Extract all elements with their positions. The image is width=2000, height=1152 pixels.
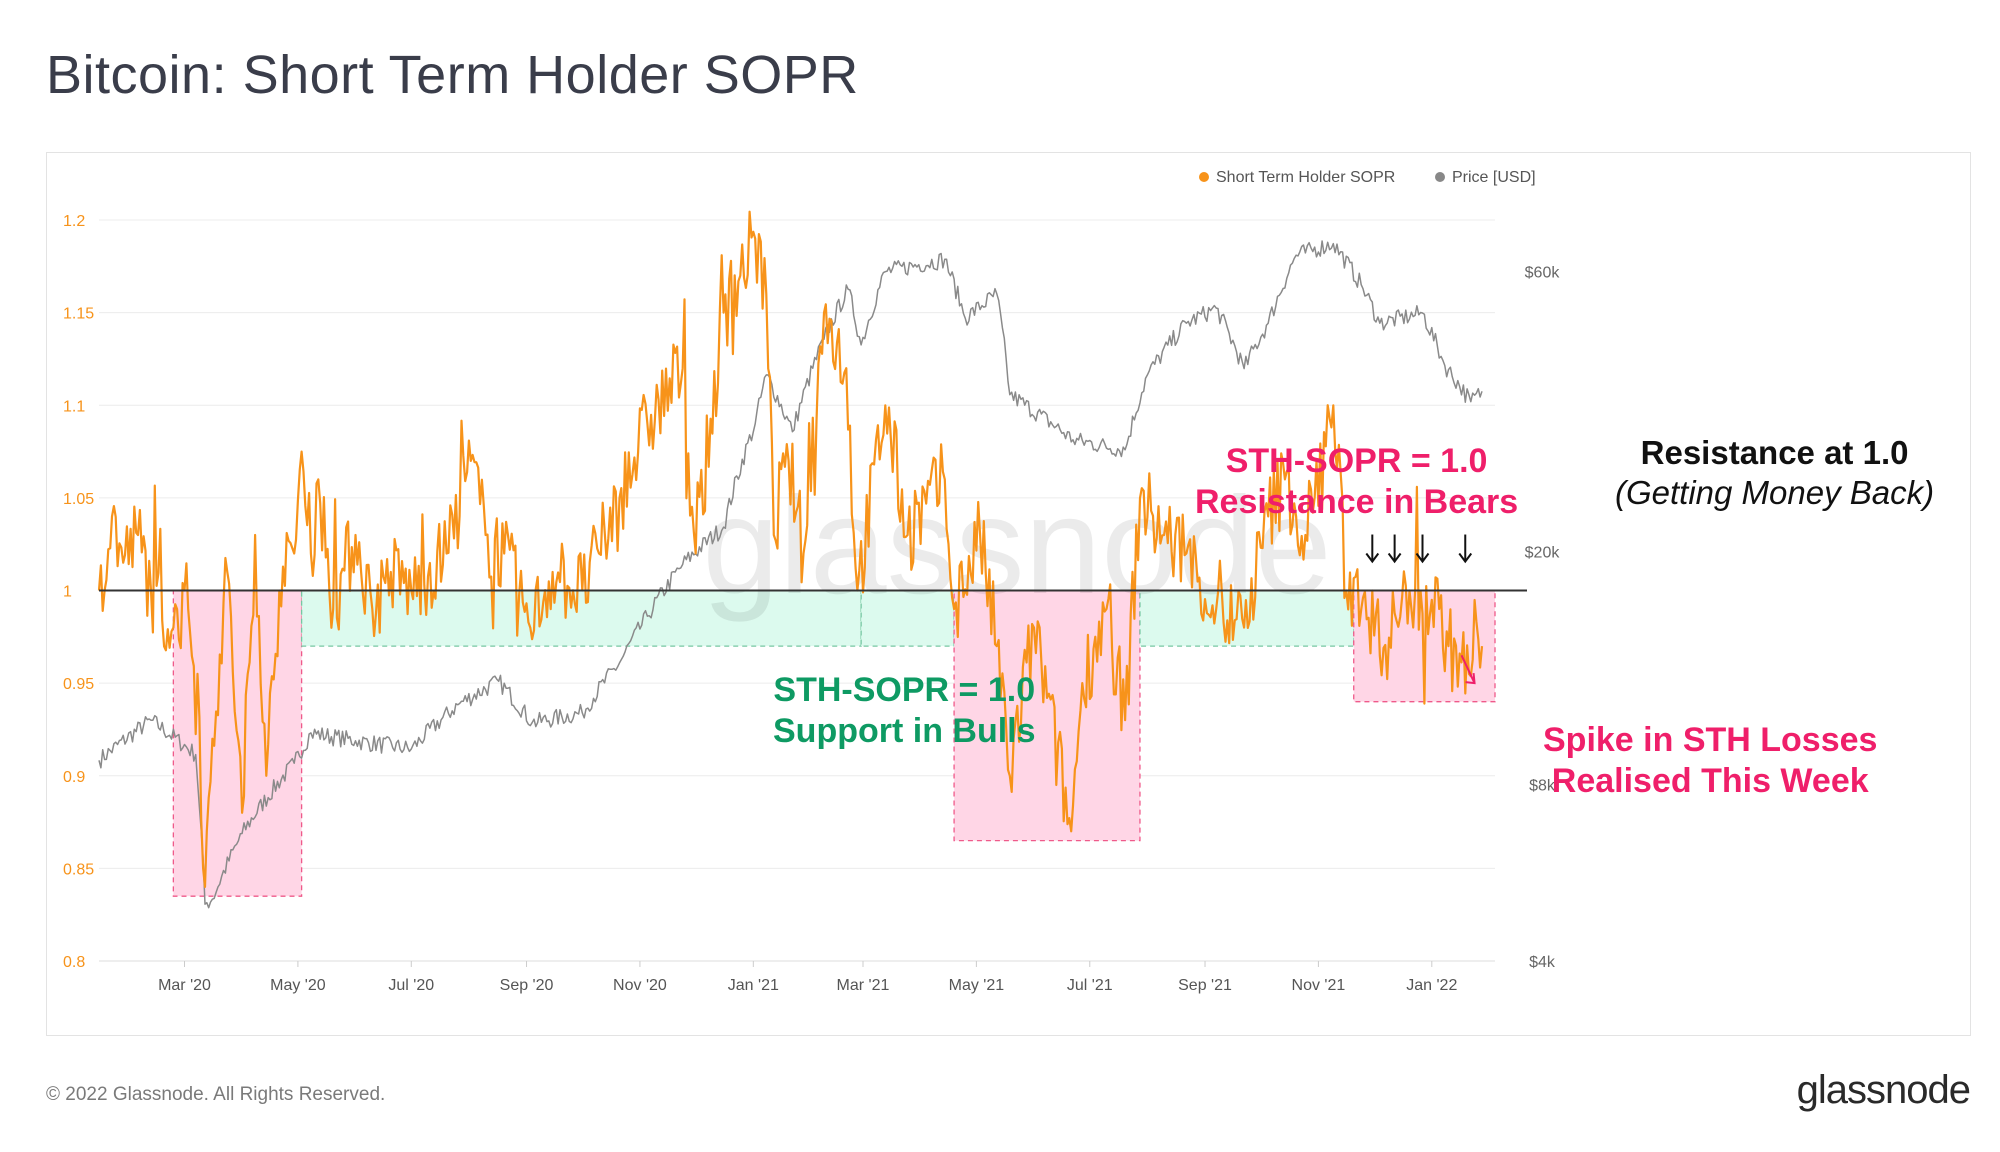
bulls-annotation-line1: STH-SOPR = 1.0 bbox=[773, 671, 1036, 709]
legend-dot-icon bbox=[1435, 172, 1445, 182]
resistance-annotation: Resistance at 1.0 (Getting Money Back) bbox=[1615, 433, 1934, 512]
loss-arrow-icon bbox=[1460, 654, 1476, 685]
bears-annotation-line1: STH-SOPR = 1.0 bbox=[1225, 442, 1488, 480]
down-arrow-icon bbox=[1458, 534, 1473, 564]
x-tick-label: Jan '21 bbox=[728, 977, 779, 994]
legend-item-sopr[interactable]: Short Term Holder SOPR bbox=[1199, 169, 1395, 186]
bears-annotation-line2: Resistance in Bears bbox=[1195, 482, 1519, 521]
x-tick-label: May '21 bbox=[949, 977, 1005, 994]
price-line bbox=[98, 240, 1483, 909]
y-left-tick-label: 1 bbox=[63, 584, 72, 601]
x-tick-label: Jul '21 bbox=[1067, 977, 1113, 994]
x-tick-label: Sep '20 bbox=[500, 977, 554, 994]
down-arrow-icon bbox=[1387, 534, 1402, 564]
down-arrow-icon bbox=[1365, 534, 1380, 564]
bull-zone bbox=[860, 589, 955, 647]
resistance-annotation-line1: Resistance at 1.0 bbox=[1640, 434, 1909, 471]
y-right-tick-label: $20k bbox=[1525, 544, 1561, 561]
y-left-tick-label: 1.2 bbox=[63, 213, 85, 230]
y-right-tick-label: $4k bbox=[1529, 954, 1556, 971]
y-left-tick-label: 0.8 bbox=[63, 954, 85, 971]
y-left-tick-label: 1.15 bbox=[63, 306, 94, 323]
sopr-line bbox=[97, 210, 1484, 889]
x-tick-label: Nov '21 bbox=[1292, 977, 1346, 994]
y-left-tick-label: 1.1 bbox=[63, 398, 85, 415]
losses-annotation-line1: Spike in STH Losses bbox=[1543, 721, 1878, 759]
glassnode-logo[interactable]: glassnode bbox=[1796, 1068, 1971, 1112]
x-tick-label: Nov '20 bbox=[613, 977, 667, 994]
y-right-tick-label: $60k bbox=[1525, 265, 1561, 282]
sopr-series bbox=[97, 210, 1484, 889]
chart-frame: glassnode 0.8 0.85 0.9 0.95 1 1.05 1.1 1.15 1.2 $… bbox=[46, 152, 1971, 1036]
bulls-annotation-line2: Support in Bulls bbox=[773, 711, 1036, 750]
losses-annotation: Spike in STH Losses Realised This Week bbox=[1543, 720, 1877, 802]
legend[interactable]: Short Term Holder SOPR Price [USD] bbox=[1199, 169, 1536, 186]
legend-label: Price [USD] bbox=[1452, 169, 1536, 186]
copyright-footer: © 2022 Glassnode. All Rights Reserved. bbox=[46, 1084, 386, 1105]
annotation-arrows bbox=[1365, 534, 1476, 685]
chart: glassnode 0.80.850.90.9511.051.11.151.2$… bbox=[63, 169, 1560, 994]
bear-zone bbox=[172, 589, 303, 897]
x-tick-label: Sep '21 bbox=[1178, 977, 1232, 994]
y-left-tick-label: 0.85 bbox=[63, 861, 94, 878]
resistance-annotation-line2: (Getting Money Back) bbox=[1615, 473, 1935, 511]
losses-annotation-line2: Realised This Week bbox=[1551, 761, 1869, 800]
y-right-tick-label: $8k bbox=[1529, 778, 1556, 795]
legend-label: Short Term Holder SOPR bbox=[1216, 169, 1395, 186]
bulls-annotation: STH-SOPR = 1.0 Support in Bulls bbox=[773, 670, 1036, 752]
axes: 0.8 0.85 0.9 0.95 1 1.05 1.1 1.15 1.2 $4k $8k $20k $… bbox=[63, 213, 1560, 994]
y-left-tick-label: 1.05 bbox=[63, 491, 94, 508]
bears-annotation: STH-SOPR = 1.0 Resistance in Bears bbox=[1195, 441, 1518, 523]
x-tick-label: Jul '20 bbox=[388, 977, 434, 994]
x-tick-label: Mar '20 bbox=[158, 977, 211, 994]
page-title: Bitcoin: Short Term Holder SOPR bbox=[46, 45, 859, 105]
legend-dot-icon bbox=[1199, 172, 1209, 182]
y-left-tick-label: 0.9 bbox=[63, 769, 85, 786]
x-tick-label: May '20 bbox=[270, 977, 326, 994]
legend-item-price[interactable]: Price [USD] bbox=[1435, 169, 1536, 186]
x-tick-label: Mar '21 bbox=[837, 977, 890, 994]
down-arrow-icon bbox=[1415, 534, 1430, 564]
y-left-tick-label: 0.95 bbox=[63, 676, 94, 693]
price-series bbox=[98, 240, 1483, 909]
x-tick-label: Jan '22 bbox=[1406, 977, 1457, 994]
